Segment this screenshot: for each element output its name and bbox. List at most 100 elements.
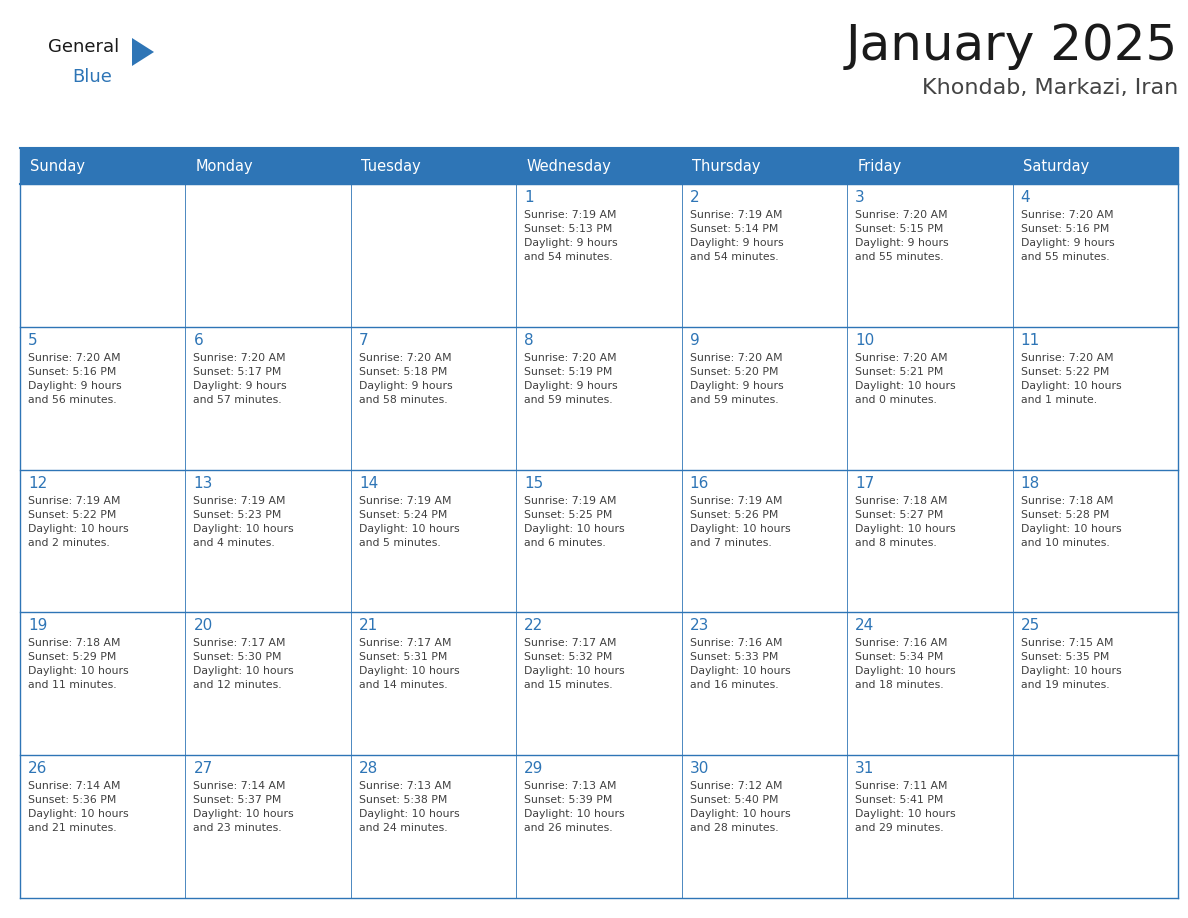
Text: Sunrise: 7:20 AM
Sunset: 5:16 PM
Daylight: 9 hours
and 55 minutes.: Sunrise: 7:20 AM Sunset: 5:16 PM Dayligh…	[1020, 210, 1114, 262]
Text: 15: 15	[524, 476, 544, 490]
Text: Sunrise: 7:16 AM
Sunset: 5:33 PM
Daylight: 10 hours
and 16 minutes.: Sunrise: 7:16 AM Sunset: 5:33 PM Dayligh…	[690, 638, 790, 690]
Text: Sunrise: 7:19 AM
Sunset: 5:24 PM
Daylight: 10 hours
and 5 minutes.: Sunrise: 7:19 AM Sunset: 5:24 PM Dayligh…	[359, 496, 460, 548]
Text: Wednesday: Wednesday	[526, 159, 611, 174]
Bar	[20, 184, 185, 327]
Text: Sunrise: 7:13 AM
Sunset: 5:39 PM
Daylight: 10 hours
and 26 minutes.: Sunrise: 7:13 AM Sunset: 5:39 PM Dayligh…	[524, 781, 625, 834]
Text: Blue: Blue	[72, 68, 112, 86]
Text: 23: 23	[690, 619, 709, 633]
Text: Sunrise: 7:16 AM
Sunset: 5:34 PM
Daylight: 10 hours
and 18 minutes.: Sunrise: 7:16 AM Sunset: 5:34 PM Dayligh…	[855, 638, 956, 690]
Text: Sunrise: 7:20 AM
Sunset: 5:21 PM
Daylight: 10 hours
and 0 minutes.: Sunrise: 7:20 AM Sunset: 5:21 PM Dayligh…	[855, 353, 956, 405]
Bar	[20, 612, 185, 756]
Text: Sunrise: 7:20 AM
Sunset: 5:20 PM
Daylight: 9 hours
and 59 minutes.: Sunrise: 7:20 AM Sunset: 5:20 PM Dayligh…	[690, 353, 783, 405]
Text: 20: 20	[194, 619, 213, 633]
Bar	[185, 470, 350, 612]
Bar	[847, 470, 1012, 612]
Bar	[1012, 470, 1178, 612]
Bar	[20, 327, 185, 470]
Text: Sunrise: 7:20 AM
Sunset: 5:15 PM
Daylight: 9 hours
and 55 minutes.: Sunrise: 7:20 AM Sunset: 5:15 PM Dayligh…	[855, 210, 949, 262]
Bar	[517, 148, 682, 184]
Bar	[185, 184, 350, 327]
Text: Thursday: Thursday	[691, 159, 760, 174]
Text: Khondab, Markazi, Iran: Khondab, Markazi, Iran	[922, 78, 1178, 98]
Text: Friday: Friday	[858, 159, 902, 174]
Bar	[1012, 327, 1178, 470]
Bar	[847, 327, 1012, 470]
Bar	[185, 756, 350, 898]
Text: 19: 19	[29, 619, 48, 633]
Bar	[350, 756, 517, 898]
Bar	[20, 148, 185, 184]
Bar	[1012, 756, 1178, 898]
Bar	[682, 612, 847, 756]
Text: January 2025: January 2025	[846, 22, 1178, 70]
Text: 5: 5	[29, 333, 38, 348]
Bar	[350, 184, 517, 327]
Text: Sunrise: 7:13 AM
Sunset: 5:38 PM
Daylight: 10 hours
and 24 minutes.: Sunrise: 7:13 AM Sunset: 5:38 PM Dayligh…	[359, 781, 460, 834]
Text: Sunrise: 7:12 AM
Sunset: 5:40 PM
Daylight: 10 hours
and 28 minutes.: Sunrise: 7:12 AM Sunset: 5:40 PM Dayligh…	[690, 781, 790, 834]
Bar	[20, 756, 185, 898]
Text: Sunrise: 7:20 AM
Sunset: 5:18 PM
Daylight: 9 hours
and 58 minutes.: Sunrise: 7:20 AM Sunset: 5:18 PM Dayligh…	[359, 353, 453, 405]
Bar	[350, 612, 517, 756]
Text: General: General	[48, 38, 119, 56]
Bar	[350, 148, 517, 184]
Bar	[517, 756, 682, 898]
Text: Saturday: Saturday	[1023, 159, 1089, 174]
Text: 3: 3	[855, 190, 865, 205]
Text: 10: 10	[855, 333, 874, 348]
Bar	[517, 470, 682, 612]
Text: Sunrise: 7:20 AM
Sunset: 5:19 PM
Daylight: 9 hours
and 59 minutes.: Sunrise: 7:20 AM Sunset: 5:19 PM Dayligh…	[524, 353, 618, 405]
Bar	[350, 327, 517, 470]
Text: 16: 16	[690, 476, 709, 490]
Text: Sunrise: 7:18 AM
Sunset: 5:28 PM
Daylight: 10 hours
and 10 minutes.: Sunrise: 7:18 AM Sunset: 5:28 PM Dayligh…	[1020, 496, 1121, 548]
Text: Sunrise: 7:20 AM
Sunset: 5:16 PM
Daylight: 9 hours
and 56 minutes.: Sunrise: 7:20 AM Sunset: 5:16 PM Dayligh…	[29, 353, 121, 405]
Text: 11: 11	[1020, 333, 1040, 348]
Bar	[20, 470, 185, 612]
Text: 14: 14	[359, 476, 378, 490]
Text: 24: 24	[855, 619, 874, 633]
Bar	[847, 148, 1012, 184]
Text: Sunrise: 7:19 AM
Sunset: 5:22 PM
Daylight: 10 hours
and 2 minutes.: Sunrise: 7:19 AM Sunset: 5:22 PM Dayligh…	[29, 496, 128, 548]
Text: Sunrise: 7:17 AM
Sunset: 5:30 PM
Daylight: 10 hours
and 12 minutes.: Sunrise: 7:17 AM Sunset: 5:30 PM Dayligh…	[194, 638, 295, 690]
Text: 29: 29	[524, 761, 544, 777]
Text: Sunrise: 7:19 AM
Sunset: 5:25 PM
Daylight: 10 hours
and 6 minutes.: Sunrise: 7:19 AM Sunset: 5:25 PM Dayligh…	[524, 496, 625, 548]
Text: 28: 28	[359, 761, 378, 777]
Text: Sunrise: 7:11 AM
Sunset: 5:41 PM
Daylight: 10 hours
and 29 minutes.: Sunrise: 7:11 AM Sunset: 5:41 PM Dayligh…	[855, 781, 956, 834]
Text: 30: 30	[690, 761, 709, 777]
Text: 12: 12	[29, 476, 48, 490]
Text: 18: 18	[1020, 476, 1040, 490]
Text: Sunday: Sunday	[30, 159, 86, 174]
Bar	[517, 612, 682, 756]
Text: Sunrise: 7:14 AM
Sunset: 5:37 PM
Daylight: 10 hours
and 23 minutes.: Sunrise: 7:14 AM Sunset: 5:37 PM Dayligh…	[194, 781, 295, 834]
Text: 22: 22	[524, 619, 544, 633]
Text: Sunrise: 7:17 AM
Sunset: 5:31 PM
Daylight: 10 hours
and 14 minutes.: Sunrise: 7:17 AM Sunset: 5:31 PM Dayligh…	[359, 638, 460, 690]
Text: Sunrise: 7:15 AM
Sunset: 5:35 PM
Daylight: 10 hours
and 19 minutes.: Sunrise: 7:15 AM Sunset: 5:35 PM Dayligh…	[1020, 638, 1121, 690]
Text: 26: 26	[29, 761, 48, 777]
Text: Sunrise: 7:18 AM
Sunset: 5:27 PM
Daylight: 10 hours
and 8 minutes.: Sunrise: 7:18 AM Sunset: 5:27 PM Dayligh…	[855, 496, 956, 548]
Text: 1: 1	[524, 190, 533, 205]
Bar	[185, 612, 350, 756]
Text: Sunrise: 7:19 AM
Sunset: 5:14 PM
Daylight: 9 hours
and 54 minutes.: Sunrise: 7:19 AM Sunset: 5:14 PM Dayligh…	[690, 210, 783, 262]
Bar	[185, 148, 350, 184]
Polygon shape	[132, 38, 154, 66]
Text: Sunrise: 7:18 AM
Sunset: 5:29 PM
Daylight: 10 hours
and 11 minutes.: Sunrise: 7:18 AM Sunset: 5:29 PM Dayligh…	[29, 638, 128, 690]
Text: Sunrise: 7:20 AM
Sunset: 5:17 PM
Daylight: 9 hours
and 57 minutes.: Sunrise: 7:20 AM Sunset: 5:17 PM Dayligh…	[194, 353, 287, 405]
Bar	[847, 612, 1012, 756]
Text: 9: 9	[690, 333, 700, 348]
Text: 31: 31	[855, 761, 874, 777]
Text: Sunrise: 7:14 AM
Sunset: 5:36 PM
Daylight: 10 hours
and 21 minutes.: Sunrise: 7:14 AM Sunset: 5:36 PM Dayligh…	[29, 781, 128, 834]
Text: 2: 2	[690, 190, 700, 205]
Bar	[350, 470, 517, 612]
Bar	[517, 184, 682, 327]
Bar	[847, 184, 1012, 327]
Bar	[1012, 148, 1178, 184]
Text: 4: 4	[1020, 190, 1030, 205]
Text: 7: 7	[359, 333, 368, 348]
Text: 27: 27	[194, 761, 213, 777]
Text: Sunrise: 7:19 AM
Sunset: 5:26 PM
Daylight: 10 hours
and 7 minutes.: Sunrise: 7:19 AM Sunset: 5:26 PM Dayligh…	[690, 496, 790, 548]
Text: Sunrise: 7:19 AM
Sunset: 5:13 PM
Daylight: 9 hours
and 54 minutes.: Sunrise: 7:19 AM Sunset: 5:13 PM Dayligh…	[524, 210, 618, 262]
Bar	[682, 470, 847, 612]
Text: 6: 6	[194, 333, 203, 348]
Text: 17: 17	[855, 476, 874, 490]
Bar	[185, 327, 350, 470]
Text: Sunrise: 7:19 AM
Sunset: 5:23 PM
Daylight: 10 hours
and 4 minutes.: Sunrise: 7:19 AM Sunset: 5:23 PM Dayligh…	[194, 496, 295, 548]
